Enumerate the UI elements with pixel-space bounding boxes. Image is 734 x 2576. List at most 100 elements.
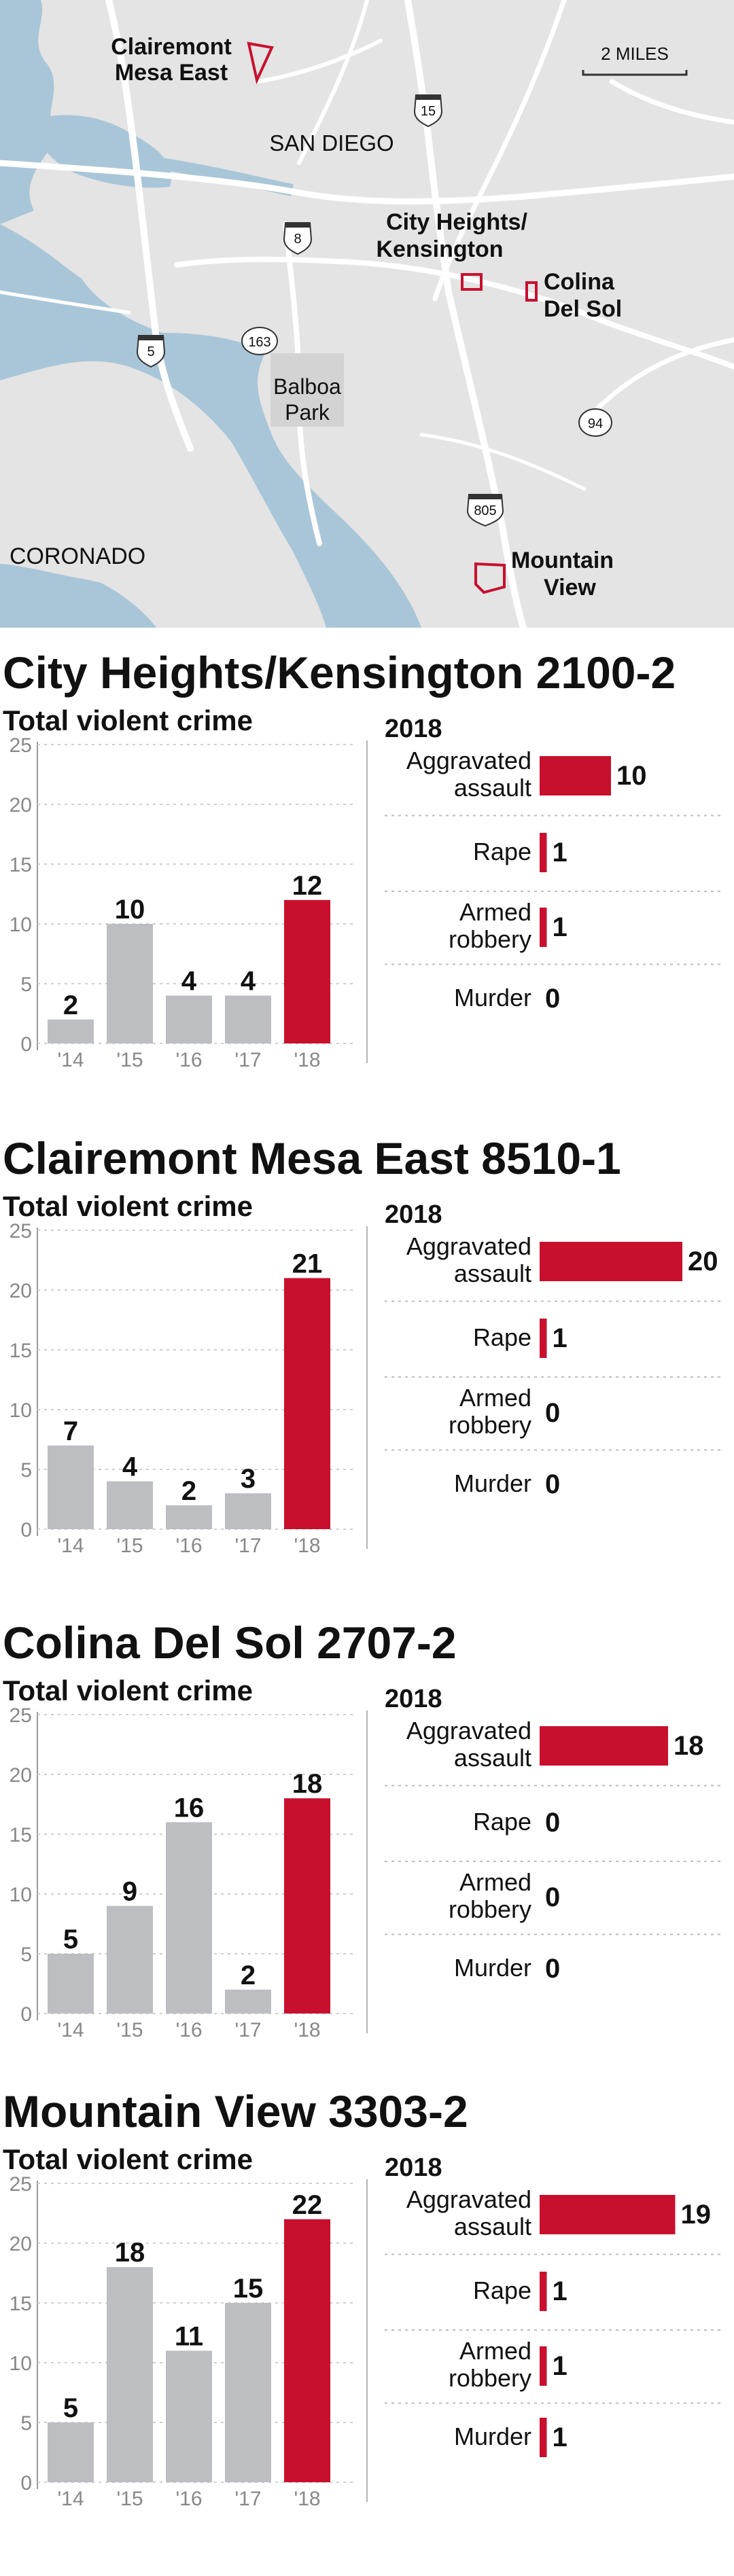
bar-value-label: 2: [63, 990, 78, 1020]
interstate-8-shield: 8: [283, 222, 313, 255]
scale-bar-label: 2 MILES: [601, 43, 669, 64]
y-tick-label: 5: [20, 2412, 32, 2435]
chart-subtitle: Total violent crime: [3, 2143, 253, 2175]
svg-text:8: 8: [294, 232, 301, 247]
breakdown-value-label: 1: [553, 838, 567, 867]
x-tick-label: '17: [234, 2019, 261, 2041]
bar-value-label: 18: [292, 1769, 323, 1799]
bar: [107, 1906, 153, 2014]
breakdown-bar: [540, 1726, 668, 1766]
breakdown-label: Aggravated: [406, 1717, 531, 1745]
bar: [166, 2350, 212, 2482]
outline-colina-del-sol: [525, 281, 538, 302]
bar-value-label: 12: [292, 871, 323, 901]
y-tick-label: 15: [10, 1824, 32, 1846]
bar: [225, 1989, 271, 2014]
balboa-park-area: [270, 353, 344, 427]
x-tick-label: '18: [294, 2019, 320, 2041]
x-tick-label: '17: [234, 2488, 261, 2510]
breakdown-label: assault: [454, 1744, 531, 1772]
chart-title: Clairemont Mesa East 8510-1: [3, 1133, 621, 1183]
bar-value-label: 21: [292, 1249, 323, 1278]
bar-value-label: 2: [181, 1476, 196, 1506]
bar-value-label: 4: [181, 967, 197, 997]
scale-bar: [582, 70, 688, 76]
y-tick-label: 5: [20, 1459, 32, 1482]
chart-colina-del-sol: 0 5 10 15 20 25 5 '14 9 '15 16 '16 2 '17 18 '18 2018 Aggr…: [10, 1685, 720, 2041]
y-tick-label: 5: [20, 973, 32, 996]
chart-clairemont-mesa-east: 05101520257'144'152'163'1721'182018Aggra…: [10, 1200, 720, 1557]
breakdown-value-label: 0: [545, 1882, 560, 1912]
breakdown-value-label: 0: [545, 1808, 560, 1838]
x-tick-label: '17: [234, 1535, 261, 1557]
chart-title: Mountain View 3303-2: [3, 2086, 468, 2136]
breakdown-title: 2018: [385, 715, 442, 743]
breakdown-bar: [540, 2272, 547, 2311]
breakdown-label: Rape: [473, 1808, 531, 1836]
svg-text:94: 94: [588, 416, 603, 431]
bar: [284, 2219, 330, 2482]
bar: [48, 1019, 94, 1043]
map-land: [0, 0, 734, 628]
breakdown-label: Rape: [473, 838, 531, 865]
x-tick-label: '16: [175, 2488, 202, 2510]
breakdown-bar: [540, 908, 547, 947]
breakdown-label: assault: [454, 774, 531, 802]
y-tick-label: 5: [20, 1944, 32, 1966]
breakdown-label: robbery: [449, 2364, 531, 2392]
y-tick-label: 0: [20, 1519, 32, 1541]
y-tick-label: 0: [20, 2472, 32, 2494]
bar: [225, 2303, 271, 2482]
map-water-ocean-south: [0, 562, 156, 628]
label-city-heights-2: Kensington: [377, 236, 504, 262]
y-tick-label: 10: [10, 1399, 32, 1422]
x-tick-label: '15: [116, 2488, 143, 2510]
x-tick-label: '14: [57, 2019, 84, 2041]
breakdown-value-label: 0: [545, 1954, 560, 1984]
breakdown-label: Armed: [459, 1868, 531, 1896]
interstate-805-shield: 805: [466, 494, 504, 527]
bar-value-label: 4: [122, 1452, 138, 1482]
breakdown-title: 2018: [385, 1685, 442, 1713]
breakdown-label: Armed: [459, 898, 531, 926]
label-colina-1: Colina: [544, 269, 615, 295]
bar-value-label: 7: [63, 1416, 78, 1446]
label-mountain-1: Mountain: [511, 548, 614, 573]
breakdown-value-label: 1: [553, 2351, 567, 2381]
x-tick-label: '16: [175, 2019, 202, 2041]
bar: [284, 1278, 330, 1529]
breakdown-label: Aggravated: [406, 1232, 531, 1260]
y-tick-label: 10: [10, 914, 32, 936]
bar-value-label: 2: [241, 1961, 256, 1990]
section-city-heights: 0 5 10 15 20 25 2'14 10'15 4'16 4'17 12'18 2018 Aggr…: [0, 645, 734, 1129]
breakdown-label: Murder: [454, 1954, 531, 1982]
breakdown-label: Aggravated: [406, 747, 531, 774]
breakdown-label: Murder: [454, 984, 531, 1012]
label-clairemont-2: Mesa East: [115, 60, 228, 86]
outline-city-heights: [461, 273, 483, 291]
chart-title: Colina Del Sol 2707-2: [3, 1617, 457, 1668]
y-tick-label: 25: [10, 1704, 32, 1727]
bar-value-label: 10: [115, 895, 145, 925]
x-tick-label: '18: [294, 2488, 320, 2510]
bar: [166, 995, 212, 1043]
x-tick-label: '15: [116, 1535, 143, 1557]
chart-city-heights: 05101520252'1410'154'164'1712'182018Aggr…: [10, 715, 720, 1071]
y-tick-label: 15: [10, 854, 32, 876]
y-tick-label: 10: [10, 2353, 32, 2375]
map-water-northwest: [0, 0, 54, 224]
breakdown-title: 2018: [385, 2153, 442, 2182]
y-tick-label: 25: [10, 734, 32, 757]
bar: [284, 1798, 330, 2014]
chart-mountain-view: 05101520255'1418'1511'1615'1722'182018Ag…: [10, 2153, 720, 2510]
outline-clairemont-mesa-east: [247, 41, 274, 85]
map-coronado: [0, 516, 184, 611]
x-tick-label: '14: [57, 1049, 84, 1071]
chart-subtitle: Total violent crime: [3, 1190, 253, 1222]
route-163-shield: 163: [241, 327, 278, 355]
bar: [166, 1505, 212, 1529]
breakdown-value-label: 1: [553, 2422, 567, 2452]
breakdown-label: Armed: [459, 2337, 531, 2365]
label-colina-2: Del Sol: [544, 296, 622, 322]
label-mountain-2: View: [544, 575, 596, 601]
